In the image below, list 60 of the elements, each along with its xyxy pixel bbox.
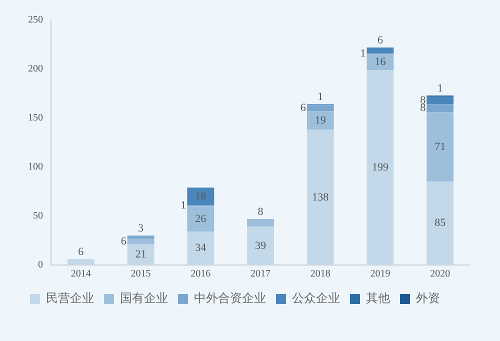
legend-label: 外资 [416,291,440,306]
bar [127,244,154,265]
data-label: 1 [318,91,324,104]
bar [426,182,454,265]
data-label: 1 [360,48,366,60]
bar [306,130,334,265]
legend-label: 民营企业 [46,291,94,306]
data-label: 6 [120,235,127,248]
x-tick-label: 2020 [430,268,450,280]
legend-label: 公众企业 [292,291,340,306]
data-label: 71 [434,140,446,153]
x-tick-label: 2018 [310,268,330,280]
y-tick-label: 150 [28,112,43,124]
bar [67,259,94,265]
data-label: 3 [138,222,144,234]
x-tick-label: 2017 [250,268,270,280]
data-label: 1 [437,82,443,94]
legend-label: 其他 [366,291,390,306]
bar [366,54,394,70]
data-label: 21 [135,248,146,261]
bar [127,238,154,244]
data-label: 16 [374,56,386,68]
bar [247,226,274,265]
data-label: 26 [195,212,207,225]
data-label: 39 [255,240,266,252]
bar [187,232,214,265]
bar [187,188,214,206]
legend-label: 中外合资企业 [194,291,266,306]
data-label: 1 [180,200,186,212]
data-label: 6 [78,246,84,258]
bar [426,96,454,104]
bar [306,111,334,130]
data-label: 138 [312,191,330,204]
legend-label: 国有企业 [120,291,168,306]
x-tick-label: 2014 [70,268,91,280]
bar [366,70,394,265]
data-label: 85 [434,217,446,230]
bar [127,236,154,239]
data-label: 6 [377,34,384,46]
y-tick-label: 200 [28,64,43,75]
x-tick-label: 2015 [130,268,151,280]
data-label: 8 [258,206,264,218]
bar [366,47,394,54]
x-tick-label: 2016 [190,268,211,280]
data-label: 19 [314,114,326,126]
bar [247,218,274,227]
data-label: 8 [420,102,426,114]
data-label: 18 [195,190,207,202]
x-tick-label: 2019 [370,268,390,280]
y-tick-label: 250 [28,14,43,26]
y-tick-label: 50 [33,210,43,222]
data-label: 199 [372,161,389,174]
data-label: 34 [195,242,207,254]
y-tick-label: 100 [28,162,43,173]
data-label: 6 [300,102,306,114]
y-tick-label: 0 [38,260,43,271]
bar [306,105,334,112]
bar [187,206,214,232]
bar [426,104,454,112]
bar [426,112,454,182]
